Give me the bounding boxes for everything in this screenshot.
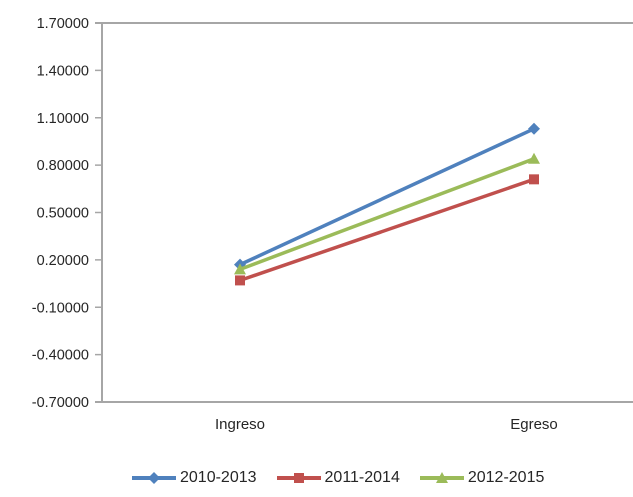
legend-marker-square-icon bbox=[276, 473, 321, 483]
x-category-label-ingreso: Ingreso bbox=[215, 416, 265, 433]
legend-label: 2011-2014 bbox=[324, 469, 400, 486]
y-tick-label: -0.70000 bbox=[32, 395, 89, 411]
series-line-2012-2015 bbox=[239, 157, 535, 271]
y-tick-label: 1.70000 bbox=[37, 16, 89, 32]
x-category-label-egreso: Egreso bbox=[510, 416, 558, 433]
data-point-2012-2015-ingreso bbox=[234, 263, 246, 275]
y-tick-label: 0.50000 bbox=[37, 206, 89, 222]
chart-legend: 2010-2013 2011-2014 2012-2015 bbox=[131, 469, 544, 487]
y-tick-label: 1.40000 bbox=[37, 63, 89, 79]
series-line-2011-2014 bbox=[239, 177, 535, 283]
y-tick-label: 0.80000 bbox=[37, 158, 89, 174]
data-point-2011-2014-ingreso bbox=[235, 275, 245, 286]
y-tick-label: 0.20000 bbox=[37, 253, 89, 269]
legend-label: 2012-2015 bbox=[467, 469, 545, 486]
series-line-2010-2013 bbox=[239, 127, 535, 267]
legend-marker-shape bbox=[435, 472, 448, 483]
legend-marker-diamond-icon bbox=[132, 472, 176, 484]
legend-marker-triangle-icon bbox=[419, 472, 464, 483]
data-point-2012-2015-egreso bbox=[528, 152, 540, 164]
legend-marker-shape bbox=[148, 472, 160, 484]
legend-item-2010-2013: 2010-2013 bbox=[131, 469, 257, 487]
data-point-2011-2014-egreso bbox=[529, 174, 539, 185]
legend-item-2011-2014: 2011-2014 bbox=[276, 469, 400, 487]
y-tick-label: 1.10000 bbox=[37, 111, 89, 127]
data-point-2010-2013-egreso bbox=[528, 122, 540, 135]
legend-label: 2010-2013 bbox=[180, 469, 257, 486]
y-tick-label: -0.10000 bbox=[32, 300, 89, 316]
y-tick-label: -0.40000 bbox=[32, 348, 89, 364]
legend-marker-shape bbox=[293, 473, 304, 483]
legend-item-2012-2015: 2012-2015 bbox=[419, 469, 545, 487]
